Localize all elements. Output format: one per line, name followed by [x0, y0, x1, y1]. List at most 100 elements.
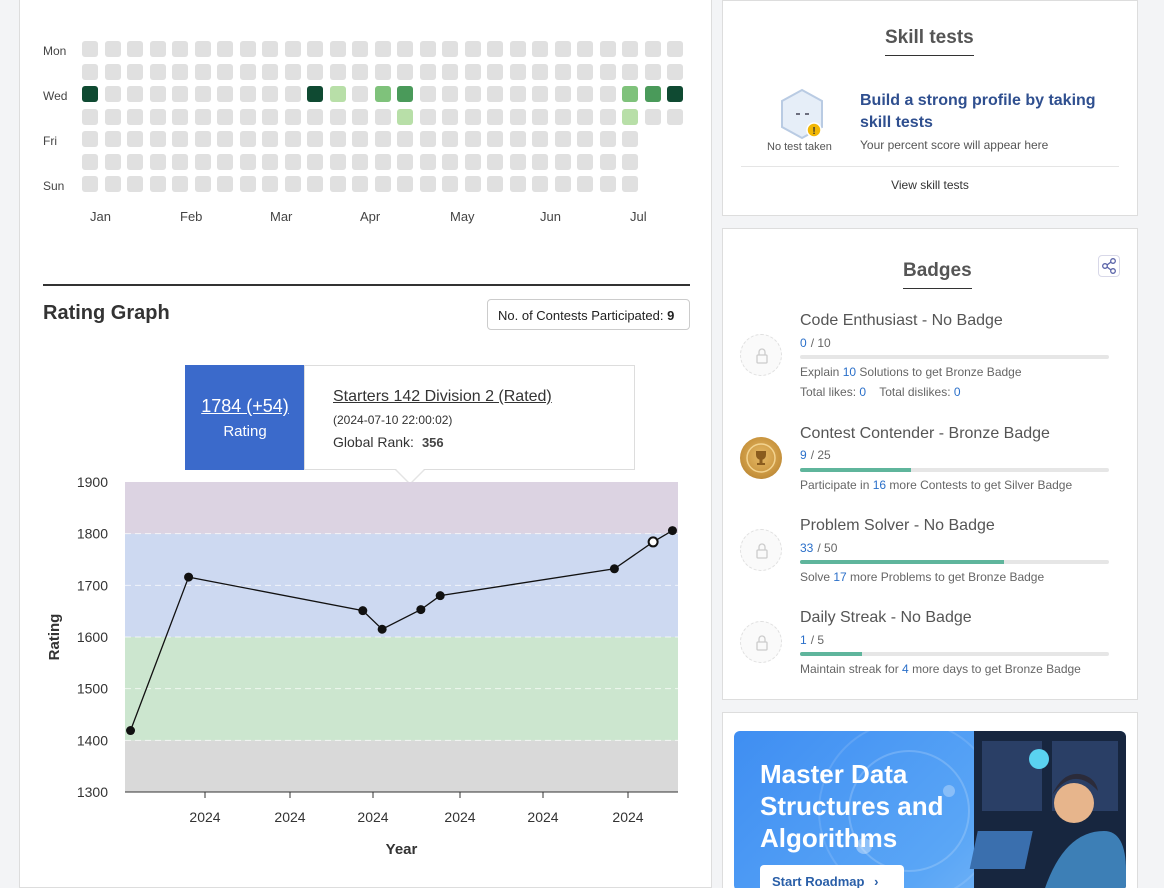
heatmap-cell[interactable]: [532, 176, 548, 192]
heatmap-cell[interactable]: [284, 131, 301, 147]
heatmap-cell[interactable]: [509, 176, 526, 192]
heatmap-cell[interactable]: [554, 131, 571, 147]
heatmap-cell[interactable]: [217, 63, 233, 80]
heatmap-cell[interactable]: [644, 86, 661, 102]
heatmap-cell[interactable]: [622, 41, 638, 57]
heatmap-cell[interactable]: [532, 41, 548, 57]
heatmap-cell[interactable]: [352, 63, 368, 80]
heatmap-cell[interactable]: [172, 176, 188, 192]
heatmap-cell[interactable]: [104, 41, 121, 57]
heatmap-cell[interactable]: [397, 86, 413, 102]
heatmap-cell[interactable]: [104, 86, 121, 102]
heatmap-cell[interactable]: [442, 86, 458, 102]
heatmap-cell[interactable]: [374, 63, 391, 80]
heatmap-cell[interactable]: [532, 153, 548, 170]
heatmap-cell[interactable]: [532, 131, 548, 147]
heatmap-cell[interactable]: [374, 153, 391, 170]
heatmap-cell[interactable]: [397, 41, 413, 57]
heatmap-cell[interactable]: [352, 131, 368, 147]
heatmap-cell[interactable]: [307, 41, 323, 57]
share-button[interactable]: [1098, 255, 1120, 277]
heatmap-cell[interactable]: [644, 63, 661, 80]
heatmap-cell[interactable]: [622, 131, 638, 147]
heatmap-cell[interactable]: [374, 108, 391, 125]
heatmap-cell[interactable]: [284, 108, 301, 125]
heatmap-cell[interactable]: [149, 153, 166, 170]
heatmap-cell[interactable]: [464, 63, 481, 80]
heatmap-cell[interactable]: [577, 63, 593, 80]
heatmap-cell[interactable]: [239, 63, 256, 80]
heatmap-cell[interactable]: [82, 86, 98, 102]
heatmap-cell[interactable]: [374, 86, 391, 102]
heatmap-cell[interactable]: [194, 176, 211, 192]
heatmap-cell[interactable]: [352, 86, 368, 102]
heatmap-cell[interactable]: [127, 41, 143, 57]
heatmap-cell[interactable]: [104, 108, 121, 125]
heatmap-cell[interactable]: [554, 176, 571, 192]
heatmap-cell[interactable]: [352, 176, 368, 192]
heatmap-cell[interactable]: [352, 108, 368, 125]
heatmap-cell[interactable]: [622, 108, 638, 125]
heatmap-cell[interactable]: [239, 131, 256, 147]
heatmap-cell[interactable]: [599, 63, 616, 80]
view-skill-tests-link[interactable]: View skill tests: [891, 178, 969, 192]
heatmap-cell[interactable]: [397, 108, 413, 125]
heatmap-cell[interactable]: [419, 41, 436, 57]
heatmap-cell[interactable]: [554, 108, 571, 125]
heatmap-cell[interactable]: [172, 131, 188, 147]
heatmap-cell[interactable]: [194, 108, 211, 125]
heatmap-cell[interactable]: [352, 153, 368, 170]
heatmap-cell[interactable]: [622, 176, 638, 192]
heatmap-cell[interactable]: [599, 86, 616, 102]
heatmap-cell[interactable]: [374, 131, 391, 147]
heatmap-cell[interactable]: [307, 86, 323, 102]
heatmap-cell[interactable]: [127, 131, 143, 147]
heatmap-cell[interactable]: [622, 86, 638, 102]
heatmap-cell[interactable]: [532, 108, 548, 125]
heatmap-cell[interactable]: [599, 131, 616, 147]
heatmap-cell[interactable]: [667, 41, 683, 57]
heatmap-cell[interactable]: [194, 86, 211, 102]
heatmap-cell[interactable]: [194, 63, 211, 80]
heatmap-cell[interactable]: [667, 63, 683, 80]
heatmap-cell[interactable]: [194, 131, 211, 147]
heatmap-cell[interactable]: [622, 63, 638, 80]
heatmap-cell[interactable]: [149, 86, 166, 102]
heatmap-cell[interactable]: [464, 86, 481, 102]
heatmap-cell[interactable]: [329, 63, 346, 80]
heatmap-cell[interactable]: [239, 41, 256, 57]
heatmap-cell[interactable]: [667, 86, 683, 102]
heatmap-cell[interactable]: [442, 131, 458, 147]
heatmap-cell[interactable]: [194, 153, 211, 170]
heatmap-cell[interactable]: [262, 41, 278, 57]
heatmap-cell[interactable]: [172, 86, 188, 102]
heatmap-cell[interactable]: [644, 41, 661, 57]
heatmap-cell[interactable]: [149, 63, 166, 80]
heatmap-cell[interactable]: [149, 131, 166, 147]
heatmap-cell[interactable]: [577, 108, 593, 125]
heatmap-cell[interactable]: [509, 63, 526, 80]
heatmap-cell[interactable]: [104, 153, 121, 170]
heatmap-cell[interactable]: [419, 153, 436, 170]
heatmap-cell[interactable]: [419, 63, 436, 80]
heatmap-cell[interactable]: [442, 153, 458, 170]
heatmap-cell[interactable]: [509, 86, 526, 102]
heatmap-cell[interactable]: [577, 41, 593, 57]
heatmap-cell[interactable]: [397, 176, 413, 192]
heatmap-cell[interactable]: [127, 176, 143, 192]
heatmap-cell[interactable]: [352, 41, 368, 57]
heatmap-cell[interactable]: [82, 153, 98, 170]
heatmap-cell[interactable]: [284, 63, 301, 80]
heatmap-cell[interactable]: [104, 176, 121, 192]
heatmap-cell[interactable]: [509, 108, 526, 125]
heatmap-cell[interactable]: [509, 131, 526, 147]
heatmap-cell[interactable]: [127, 63, 143, 80]
heatmap-cell[interactable]: [599, 153, 616, 170]
heatmap-cell[interactable]: [599, 108, 616, 125]
heatmap-cell[interactable]: [577, 153, 593, 170]
heatmap-cell[interactable]: [284, 86, 301, 102]
heatmap-cell[interactable]: [442, 176, 458, 192]
heatmap-cell[interactable]: [127, 86, 143, 102]
heatmap-cell[interactable]: [217, 176, 233, 192]
heatmap-cell[interactable]: [329, 176, 346, 192]
